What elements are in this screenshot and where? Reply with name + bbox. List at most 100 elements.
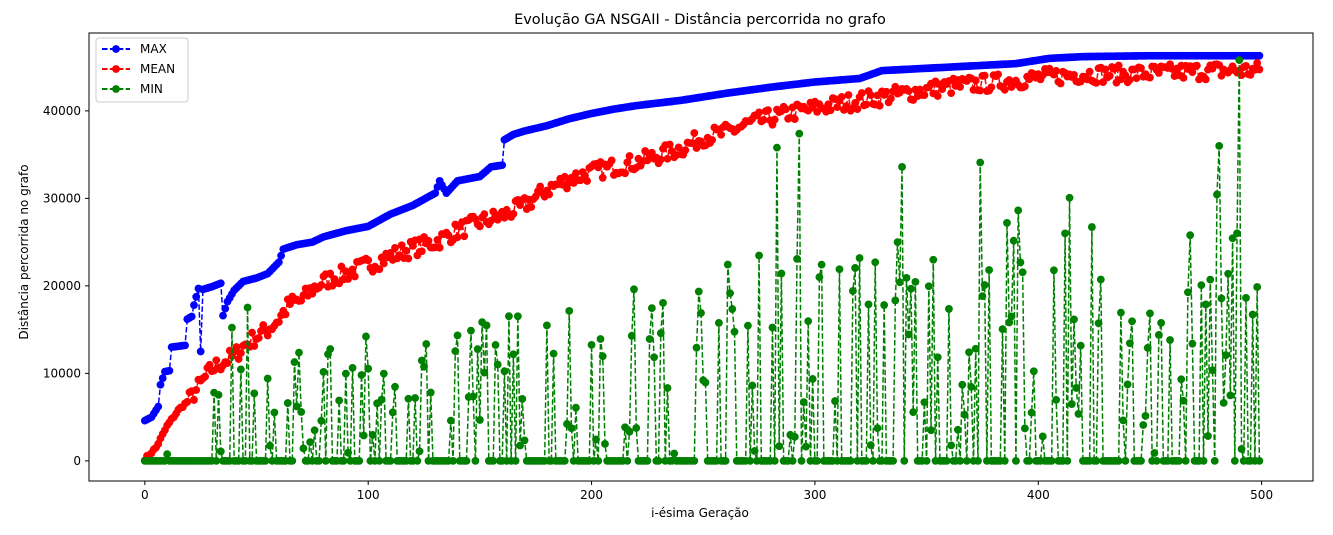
data-point-min xyxy=(632,424,641,432)
data-point-mean xyxy=(853,105,862,114)
data-point-max xyxy=(498,161,507,170)
data-point-min xyxy=(1114,456,1123,465)
plot-frame xyxy=(88,32,1314,482)
legend-box xyxy=(95,37,189,103)
data-point-min xyxy=(891,296,900,305)
data-point-min xyxy=(978,292,987,301)
data-point-min xyxy=(1210,456,1219,465)
data-point-min xyxy=(216,447,225,456)
data-point-min xyxy=(355,456,364,465)
data-point-min xyxy=(310,426,319,435)
data-point-mean xyxy=(248,328,256,337)
data-point-mean xyxy=(1255,65,1264,74)
data-point-mean xyxy=(764,106,772,115)
data-point-min xyxy=(927,426,935,435)
data-point-min xyxy=(862,456,871,465)
data-point-mean xyxy=(205,360,214,369)
data-point-min xyxy=(920,398,929,407)
data-point-min xyxy=(560,456,569,465)
data-point-min xyxy=(1208,366,1217,375)
data-point-min xyxy=(1201,300,1210,309)
data-point-min xyxy=(902,274,911,282)
series-line-min xyxy=(144,60,1261,462)
data-point-min xyxy=(1025,456,1034,465)
data-point-mean xyxy=(274,318,283,326)
data-point-mean xyxy=(781,105,790,114)
data-point-min xyxy=(422,340,431,348)
data-point-min xyxy=(962,456,971,465)
data-point-min xyxy=(480,368,489,377)
data-point-mean xyxy=(560,172,569,181)
data-point-mean xyxy=(424,236,433,245)
data-point-min xyxy=(1003,218,1011,227)
data-point-mean xyxy=(475,222,484,231)
data-point-min xyxy=(1248,310,1257,319)
data-point-mean xyxy=(956,82,964,91)
y-axis: 0 10000 20000 30000 40000 xyxy=(43,104,89,468)
data-point-min xyxy=(214,391,223,399)
data-point-min xyxy=(775,442,784,451)
data-point-min xyxy=(592,435,600,444)
data-point-min xyxy=(290,358,299,366)
data-point-min xyxy=(1014,206,1023,215)
data-point-min xyxy=(770,456,779,465)
data-point-min xyxy=(871,258,880,267)
data-point-min xyxy=(572,403,580,412)
data-point-mean xyxy=(435,243,444,252)
data-point-min xyxy=(1123,380,1132,389)
data-point-mean xyxy=(1132,74,1141,83)
data-point-min xyxy=(864,300,873,309)
x-axis: 0 100 200 300 400 500 xyxy=(141,481,1273,502)
data-point-min xyxy=(270,408,279,417)
legend-label-max: MAX xyxy=(140,42,167,56)
data-point-min xyxy=(924,282,933,291)
data-point-mean xyxy=(344,275,352,283)
data-point-min xyxy=(1070,315,1078,324)
data-point-min xyxy=(1177,375,1186,384)
data-point-min xyxy=(1152,456,1161,465)
data-point-mean xyxy=(1092,78,1101,87)
legend-marker-max xyxy=(112,45,120,53)
data-point-min xyxy=(1094,319,1103,328)
data-point-mean xyxy=(717,130,725,139)
data-point-min xyxy=(518,395,527,403)
data-point-min xyxy=(1181,456,1190,465)
data-point-min xyxy=(971,344,980,353)
chart-title: Evolução GA NSGAII - Distância percorrid… xyxy=(514,12,886,28)
legend-marker-mean xyxy=(112,65,120,73)
data-point-min xyxy=(1009,236,1018,245)
data-point-min xyxy=(692,343,701,352)
data-point-max xyxy=(216,279,225,288)
data-point-mean xyxy=(933,92,942,100)
data-point-min xyxy=(880,301,889,309)
data-point-min xyxy=(1186,231,1195,240)
data-point-max xyxy=(187,312,196,321)
data-point-min xyxy=(748,381,757,390)
data-point-mean xyxy=(1188,68,1197,77)
data-point-mean xyxy=(232,343,241,351)
data-point-min xyxy=(947,441,956,450)
data-point-min xyxy=(1143,343,1152,352)
data-point-min xyxy=(411,394,419,402)
plot-area xyxy=(140,51,1264,465)
data-point-mean xyxy=(583,177,591,185)
data-point-mean xyxy=(223,359,232,368)
data-point-min xyxy=(451,347,460,356)
data-point-min xyxy=(1233,229,1241,238)
data-point-max xyxy=(165,366,174,375)
data-point-min xyxy=(1255,456,1264,465)
data-point-min xyxy=(339,456,348,465)
data-point-mean xyxy=(480,210,489,218)
data-point-min xyxy=(907,284,915,293)
data-point-min xyxy=(1206,275,1215,284)
data-point-max xyxy=(277,251,285,260)
data-point-min xyxy=(417,356,426,365)
data-point-mean xyxy=(201,372,210,381)
data-point-min xyxy=(788,456,797,465)
data-point-min xyxy=(1020,424,1029,433)
x-tick-label: 500 xyxy=(1250,488,1273,502)
data-point-mean xyxy=(1242,61,1250,70)
data-point-min xyxy=(746,456,755,465)
data-point-min xyxy=(420,362,428,371)
